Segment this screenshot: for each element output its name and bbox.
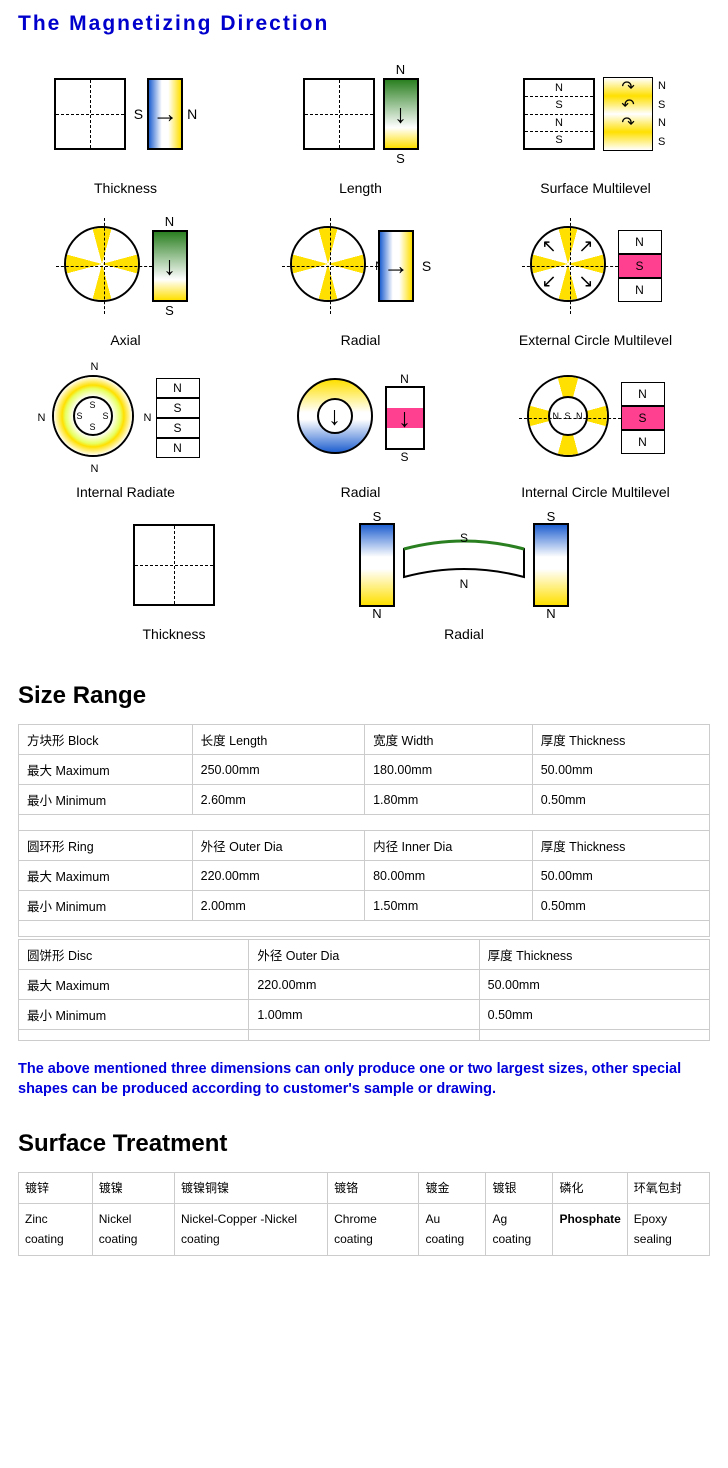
diagram-label: Axial	[110, 332, 140, 348]
diagram-thickness-arc: Thickness	[94, 510, 254, 642]
pole-n: N	[187, 106, 197, 122]
pole-s: S	[383, 151, 419, 166]
diagram-thickness-block: S → N Thickness	[18, 54, 233, 196]
surface-table: 镀锌 镀镍 镀镍铜镍 镀铬 镀金 镀银 磷化 环氧包封 Zinc coating…	[18, 1172, 710, 1256]
diagram-label: Internal Radiate	[76, 484, 175, 500]
diagram-label: Surface Multilevel	[540, 180, 651, 196]
diagram-row-2: N ↓ S Axial N → S Radial	[18, 206, 710, 358]
diagram-label: Length	[339, 180, 382, 196]
surface-treatment-title: Surface Treatment	[18, 1130, 710, 1158]
pole-n: N	[383, 62, 419, 77]
diagram-surface-multilevel: N S N S ↷ ↶ ↷ N S N S	[488, 54, 703, 196]
size-note: The above mentioned three dimensions can…	[18, 1059, 710, 1100]
diagram-row-1: S → N Thickness N ↓ S Length	[18, 54, 710, 206]
diagram-label: Radial	[444, 626, 484, 642]
diagram-label: Thickness	[94, 180, 157, 196]
diagram-radial-arc: S N S N S N Radial	[294, 510, 634, 642]
pole-s: S	[134, 106, 143, 122]
diagram-label: Thickness	[142, 626, 205, 642]
diagram-row-4: Thickness S N S N S N	[18, 510, 710, 652]
diagram-radial-disc: N → S Radial	[253, 206, 468, 348]
diagram-radial-ring: ↓ N ↓ S Radial	[253, 358, 468, 500]
diagram-axial: N ↓ S Axial	[18, 206, 233, 348]
diagram-label: Radial	[341, 484, 381, 500]
page-title: The Magnetizing Direction	[18, 12, 710, 36]
block-table: 方块形 Block 长度 Length 宽度 Width 厚度 Thicknes…	[18, 724, 710, 937]
diagram-row-3: N N N N S S S S N S	[18, 358, 710, 510]
diagram-internal-circle-multilevel: N S N N S N Internal Circle Multilevel	[488, 358, 703, 500]
disc-table: 圆饼形 Disc 外径 Outer Dia 厚度 Thickness 最大 Ma…	[18, 939, 710, 1041]
diagram-label: Radial	[341, 332, 381, 348]
diagram-internal-radiate: N N N N S S S S N S	[18, 358, 233, 500]
diagram-external-circle-multilevel: ↖ ↗ ↙ ↘ N S N External Circle Multilevel	[488, 206, 703, 348]
size-range-title: Size Range	[18, 682, 710, 710]
diagram-label: External Circle Multilevel	[519, 332, 672, 348]
diagram-length-block: N ↓ S Length	[253, 54, 468, 196]
diagram-label: Internal Circle Multilevel	[521, 484, 670, 500]
